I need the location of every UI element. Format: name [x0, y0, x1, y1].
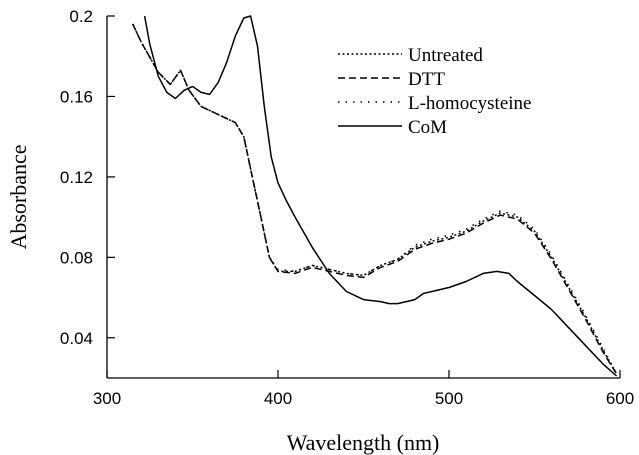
legend-label: Untreated	[408, 45, 483, 66]
x-tick-label: 400	[264, 389, 292, 408]
legend: Untreated DTT L-homocysteine CoM	[338, 45, 531, 138]
x-axis-title: Wavelength (nm)	[287, 430, 440, 455]
x-tick-label: 300	[93, 389, 121, 408]
y-tick-label: 0.04	[60, 329, 93, 348]
series-line-dtt	[132, 23, 618, 375]
x-tick-label: 500	[435, 389, 463, 408]
series-line-com	[143, 15, 618, 377]
x-ticks: 300 400 500 600	[93, 370, 634, 408]
y-tick-label: 0.08	[60, 248, 93, 267]
y-ticks: 0.04 0.08 0.12 0.16 0.2	[60, 7, 115, 348]
legend-label: L-homocysteine	[408, 93, 531, 114]
y-tick-label: 0.2	[69, 7, 93, 26]
y-axis-title: Absorbance	[6, 144, 31, 249]
legend-label: CoM	[408, 117, 447, 138]
y-tick-label: 0.12	[60, 168, 93, 187]
axes	[106, 16, 620, 379]
series-line-l-homocysteine	[132, 23, 618, 375]
series-layer	[132, 15, 618, 377]
series-line-untreated	[132, 23, 618, 375]
legend-label: DTT	[408, 69, 445, 90]
y-tick-label: 0.16	[60, 87, 93, 106]
x-tick-label: 600	[606, 389, 634, 408]
